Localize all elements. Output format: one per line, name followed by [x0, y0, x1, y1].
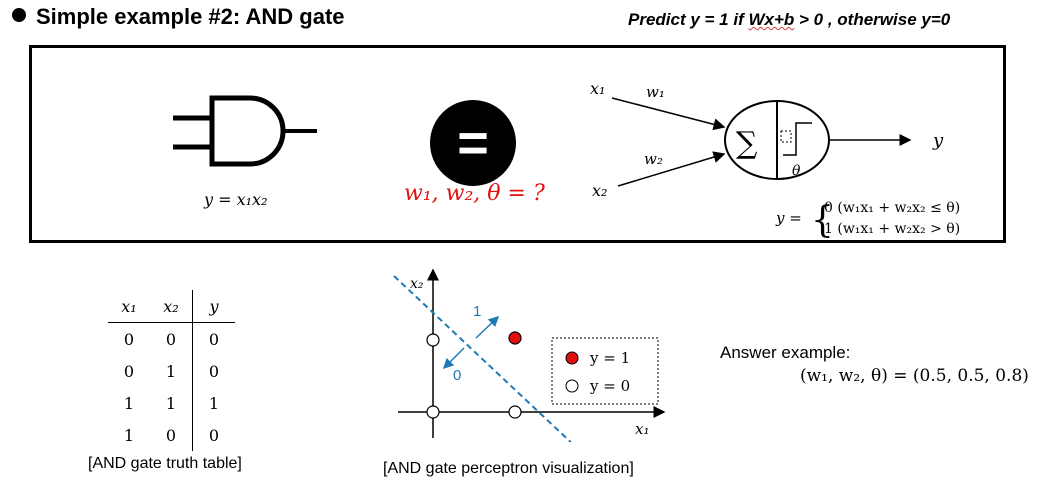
- cell: 0: [165, 329, 177, 349]
- cell: 1: [165, 361, 177, 381]
- arrow-label-zero: 0: [453, 367, 461, 384]
- cell: 1: [192, 387, 235, 419]
- input-edge-2: [617, 151, 726, 187]
- rule-pre: Predict y = 1 if: [628, 10, 749, 29]
- label-x2: x₂: [592, 181, 607, 200]
- legend-negative-label: y = 0: [589, 377, 630, 395]
- point-1-0: [508, 405, 522, 419]
- label-w1: w₁: [646, 83, 665, 101]
- weights-question: w₁, w₂, θ = ?: [404, 181, 545, 206]
- negative-direction-arrow: [442, 347, 465, 370]
- point-0-0: [426, 405, 440, 419]
- label-y: y: [932, 130, 944, 151]
- cell: 1: [123, 425, 135, 445]
- equals-symbol: =: [457, 113, 489, 173]
- perceptron-diagram: x₁ w₁ w₂ x₂ ∑ θ y y = { 0 (w₁x₁ + w₂x₂ ≤…: [590, 79, 960, 240]
- y-axis-label: x₂: [410, 276, 424, 292]
- decision-boundary: [393, 275, 573, 442]
- perceptron-plot: 1 0 x₂ x₁ y = 1 y = 0: [393, 268, 666, 442]
- step-function-icon: [783, 122, 812, 156]
- label-theta: θ: [792, 163, 801, 179]
- slide-title-text: Simple example #2: AND gate: [36, 4, 345, 29]
- positive-direction-arrow: [475, 315, 500, 339]
- cell: 0: [123, 329, 135, 349]
- cell: 1: [165, 393, 177, 413]
- legend-positive-marker: [565, 351, 579, 365]
- cell: 0: [192, 322, 235, 355]
- brace-icon: {: [811, 200, 834, 240]
- legend-negative-marker: [565, 379, 579, 393]
- point-0-1: [426, 333, 440, 347]
- equals-circle: =: [430, 100, 516, 186]
- piecewise-lhs: y =: [775, 209, 802, 227]
- input-edge-1: [611, 97, 726, 131]
- rule-post: > 0 , otherwise y=0: [794, 10, 951, 29]
- main-diagram-box: [29, 45, 1006, 243]
- th-x1: x₁: [108, 290, 150, 323]
- th-x2: x₂: [150, 290, 193, 323]
- cell: 0: [192, 355, 235, 387]
- point-1-1: [508, 331, 522, 345]
- legend-positive-label: y = 1: [589, 349, 630, 367]
- truth-table-caption: [AND gate truth table]: [88, 455, 242, 472]
- plot-caption: [AND gate perceptron visualization]: [383, 460, 634, 477]
- x-axis-label: x₁: [635, 420, 649, 438]
- piecewise-case-1: 1 (w₁x₁ + w₂x₂ > θ): [824, 221, 960, 237]
- arrow-label-one: 1: [473, 303, 481, 320]
- answer-equation: (w₁, w₂, θ) = (0.5, 0.5, 0.8): [800, 366, 1029, 386]
- answer-label: Answer example:: [720, 343, 851, 362]
- cell: 1: [123, 393, 135, 413]
- placeholder-box-icon: [780, 130, 792, 143]
- th-y: y: [192, 290, 235, 323]
- cell: 0: [123, 361, 135, 381]
- gate-equation: y = x₁x₂: [204, 190, 268, 209]
- cell: 0: [165, 425, 177, 445]
- sum-symbol: ∑: [736, 126, 758, 161]
- and-gate-icon: [173, 95, 317, 167]
- bullet-icon: [12, 8, 26, 22]
- cell: 0: [192, 419, 235, 451]
- plot-legend: [551, 337, 659, 405]
- prediction-rule: Predict y = 1 if Wx+b > 0 , otherwise y=…: [628, 10, 950, 30]
- label-x1: x₁: [590, 79, 605, 98]
- slide-title: Simple example #2: AND gate: [12, 4, 345, 30]
- truth-table-header: x₁ x₂ y: [108, 290, 235, 323]
- label-w2: w₂: [644, 150, 663, 168]
- piecewise-case-0: 0 (w₁x₁ + w₂x₂ ≤ θ): [824, 200, 960, 216]
- rule-wxb: Wx+b: [748, 10, 795, 29]
